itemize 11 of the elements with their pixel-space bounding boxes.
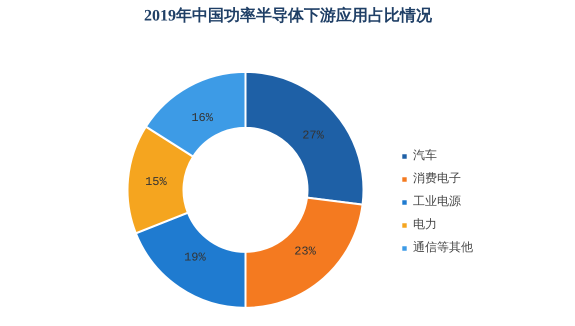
- data-label: 15%: [145, 175, 168, 190]
- data-label: 27%: [302, 128, 325, 143]
- legend-label: 通信等其他: [413, 239, 473, 256]
- legend-label: 消费电子: [413, 170, 461, 187]
- data-label: 16%: [191, 110, 214, 125]
- legend-label: 工业电源: [413, 193, 461, 210]
- chart-title: 2019年中国功率半导体下游应用占比情况: [144, 6, 433, 24]
- data-label: 19%: [184, 250, 207, 265]
- data-label: 23%: [294, 244, 317, 258]
- legend-label: 汽车: [413, 147, 437, 164]
- legend-label: 电力: [413, 216, 437, 233]
